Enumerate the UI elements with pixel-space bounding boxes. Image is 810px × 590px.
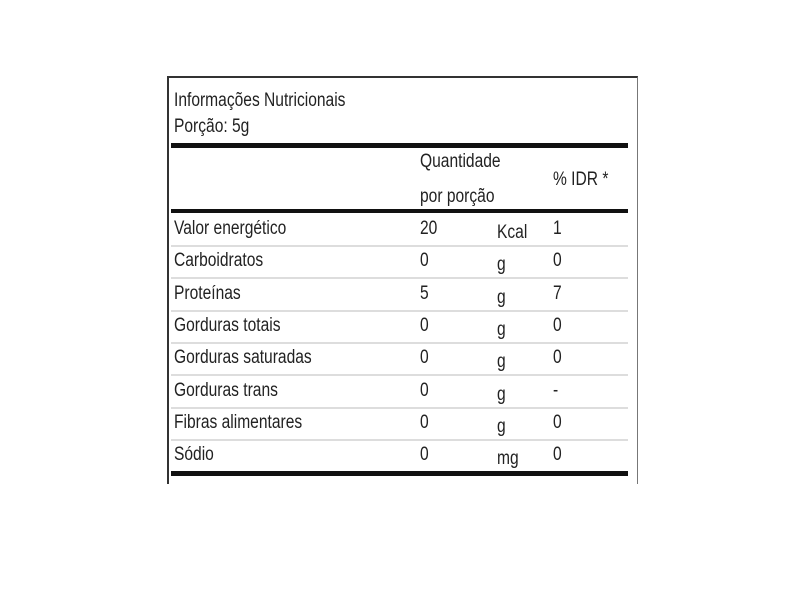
label-title: Informações Nutricionais	[174, 90, 346, 111]
nutrient-name: Carboidratos	[174, 250, 264, 272]
nutrient-name: Valor energético	[174, 218, 287, 239]
portion-size: Porção: 5g	[174, 116, 250, 137]
nutrient-name: Sódio	[174, 444, 214, 466]
nutrient-unit: g	[497, 254, 506, 276]
nutrient-row: Valor energético 20 Kcal 1	[171, 213, 628, 247]
nutrient-unit: Kcal	[497, 222, 528, 243]
nutrient-name: Fibras alimentares	[174, 411, 303, 433]
nutrient-quantity: 0	[420, 379, 429, 401]
nutrient-quantity: 0	[420, 314, 429, 336]
header-quantity-line1: Quantidade	[420, 151, 501, 172]
nutrient-name: Gorduras trans	[174, 379, 278, 401]
nutrient-row: Gorduras saturadas 0 g 0	[171, 342, 628, 377]
nutrient-row: Fibras alimentares 0 g 0	[171, 407, 628, 441]
nutrient-quantity: 0	[420, 411, 429, 433]
nutrient-row: Proteínas 5 g 7	[171, 278, 628, 312]
nutrient-idr: 0	[553, 411, 562, 433]
nutrient-idr: 0	[553, 314, 562, 336]
nutrient-unit: g	[497, 318, 506, 340]
nutrient-name: Proteínas	[174, 282, 241, 304]
divider-thick	[171, 209, 628, 213]
nutrient-idr: 0	[553, 444, 562, 466]
divider-thick	[171, 471, 628, 476]
nutrient-unit: mg	[497, 448, 519, 470]
nutrient-name: Gorduras totais	[174, 314, 281, 336]
nutrient-quantity: 0	[420, 347, 429, 369]
nutrient-idr: -	[553, 379, 559, 401]
nutrient-unit: g	[497, 351, 506, 373]
header-idr: % IDR *	[553, 169, 609, 190]
nutrient-quantity: 0	[420, 444, 429, 466]
nutrient-quantity: 5	[420, 282, 429, 304]
nutrient-idr: 0	[553, 250, 562, 272]
nutrient-row: Sódio 0 mg 0	[171, 439, 628, 471]
divider-thick	[171, 143, 628, 148]
nutrient-quantity: 20	[420, 218, 438, 239]
nutrient-quantity: 0	[420, 250, 429, 272]
header-quantity-line2: por porção	[420, 186, 495, 207]
nutrient-row: Gorduras totais 0 g 0	[171, 310, 628, 344]
nutrient-idr: 7	[553, 282, 562, 304]
nutrient-unit: g	[497, 415, 506, 437]
nutrient-idr: 1	[553, 218, 562, 239]
nutrient-unit: g	[497, 383, 506, 405]
nutrient-idr: 0	[553, 347, 562, 369]
nutrient-row: Gorduras trans 0 g -	[171, 375, 628, 409]
nutrition-facts-label: Informações Nutricionais Porção: 5g Quan…	[167, 76, 638, 484]
nutrient-name: Gorduras saturadas	[174, 347, 312, 369]
nutrient-row: Carboidratos 0 g 0	[171, 245, 628, 280]
nutrient-unit: g	[497, 286, 506, 308]
